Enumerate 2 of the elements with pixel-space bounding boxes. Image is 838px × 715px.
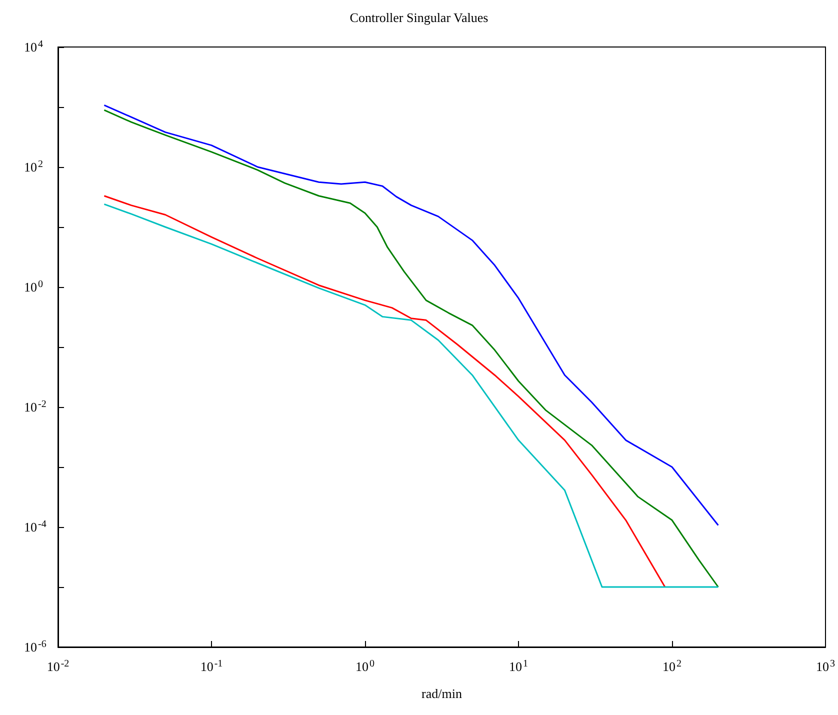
- x-axis-title: rad/min: [422, 686, 462, 701]
- chart-title: Controller Singular Values: [350, 10, 488, 25]
